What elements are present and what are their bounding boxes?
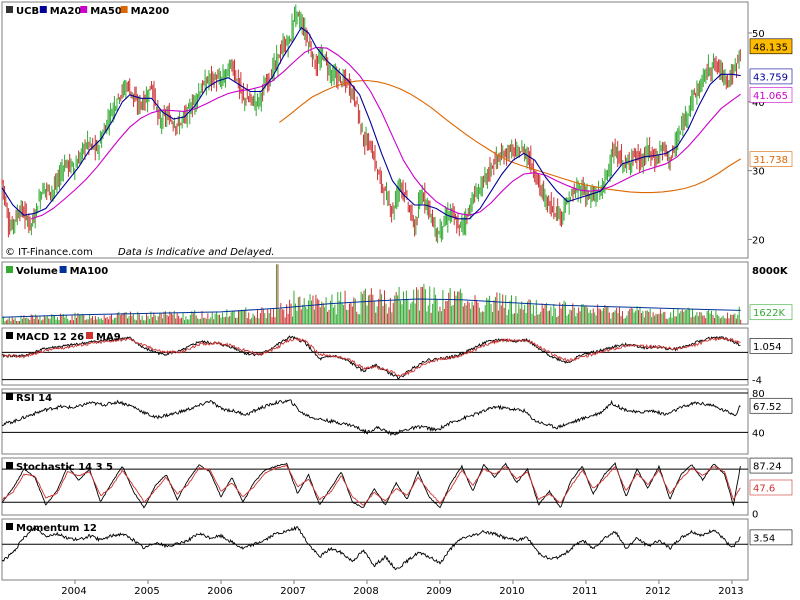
x-axis: 2004 2005 2006 2007 2008 2009 2010 2011 2012 2013	[61, 580, 744, 597]
price-legend-label: UCB	[16, 6, 39, 17]
price-legend-swatch	[80, 6, 88, 13]
last-price-label: 48.135	[753, 42, 788, 53]
stochastic-last-label: 47.6	[753, 483, 775, 494]
macd-ytick-label: -4	[752, 376, 762, 387]
momentum-last-box	[749, 529, 793, 546]
volume-legend-label: MA100	[70, 266, 109, 277]
x-tick-label: 2011	[572, 586, 597, 597]
rsi-legend-swatch	[6, 393, 13, 400]
last-price-badge	[749, 38, 793, 55]
panel-macd: -4 1.054 MACD 12 26 MA9	[1, 327, 793, 387]
x-tick-label: 2008	[353, 586, 378, 597]
stochastic-legend-swatch	[6, 462, 13, 469]
momentum-legend-swatch	[6, 523, 13, 530]
ma200-line	[279, 79, 741, 194]
ma50-line	[31, 46, 742, 220]
volume-last-label: 1622K	[753, 308, 785, 319]
x-tick-label: 2007	[280, 586, 305, 597]
stochastic-legend-label: Stochastic 14 3 5	[16, 462, 113, 473]
last-value-label: 41.065	[753, 91, 788, 102]
macd-signal-line	[1, 336, 741, 378]
x-tick-label: 2010	[499, 586, 524, 597]
rsi-last-box	[749, 397, 793, 414]
stochastic-last-label: 87.24	[753, 462, 782, 473]
disclaimer-text: Data is Indicative and Delayed.	[118, 247, 275, 258]
x-tick-label: 2009	[426, 586, 451, 597]
x-tick-label: 2012	[645, 586, 670, 597]
chart-panels: 20 30 40 50 48.135 43.759 41.065 31.738 © IT-Fin…	[1, 1, 793, 581]
rsi-last-label: 67.52	[753, 402, 782, 413]
panel-volume: 8000K 1622K Volume MA100	[1, 261, 793, 325]
panel-price: 20 30 40 50 48.135 43.759 41.065 31.738 © IT-Fin…	[1, 1, 793, 259]
price-ytick-label: 30	[752, 167, 765, 178]
price-legend-swatch	[39, 6, 47, 13]
momentum-last-label: 3.54	[753, 533, 775, 544]
x-tick-label: 2005	[134, 586, 159, 597]
rsi-ytick-label: 40	[752, 428, 765, 439]
last-value-box	[749, 68, 793, 85]
macd-legend-label: MACD 12 26	[16, 332, 84, 343]
x-tick-label: 2013	[718, 586, 743, 597]
macd-legend-label: MA9	[96, 332, 121, 343]
price-legend-label: MA200	[131, 6, 170, 17]
price-ytick-label: 50	[752, 29, 765, 40]
momentum-legend-label: Momentum 12	[16, 523, 97, 534]
macd-legend-swatch	[6, 332, 13, 339]
stochastic-ytick-label: 0	[752, 509, 758, 520]
panel-rsi: 80 40 67.52 RSI 14	[1, 388, 793, 455]
volume-ytick-label: 8000K	[752, 266, 789, 277]
macd-last-label: 1.054	[753, 342, 782, 353]
x-tick-label: 2006	[207, 586, 232, 597]
volume-legend-swatch	[6, 266, 13, 273]
momentum-momentum-line	[1, 525, 741, 571]
last-value-box	[749, 151, 793, 167]
stochastic-d-line	[1, 464, 741, 506]
credit-text: © IT-Finance.com	[5, 247, 93, 258]
panel-momentum: 3.54 Momentum 12	[1, 518, 793, 581]
price-legend-swatch	[120, 6, 128, 13]
volume-legend-swatch	[59, 266, 67, 273]
price-legend-label: MA50	[90, 6, 122, 17]
rsi-legend-label: RSI 14	[16, 393, 52, 404]
price-ytick-label: 40	[752, 98, 765, 109]
stochastic-last-box	[749, 479, 793, 496]
volume-last-box	[749, 304, 793, 321]
macd-last-box	[749, 338, 793, 354]
last-value-label: 43.759	[753, 72, 788, 83]
macd-legend-swatch	[86, 332, 93, 339]
price-legend-label: MA20	[50, 6, 82, 17]
rsi-ytick-label: 80	[752, 389, 765, 400]
price-ytick-label: 20	[752, 235, 765, 246]
last-value-label: 31.738	[753, 155, 788, 166]
volume-ma100-line	[1, 298, 741, 318]
x-tick-label: 2004	[61, 586, 86, 597]
last-value-box	[749, 87, 793, 103]
rsi-rsi-line	[1, 399, 741, 437]
ma20-line	[1, 26, 741, 220]
price-legend-swatch	[6, 6, 13, 13]
stochastic-last-box	[749, 457, 793, 474]
volume-legend-label: Volume	[16, 266, 58, 277]
